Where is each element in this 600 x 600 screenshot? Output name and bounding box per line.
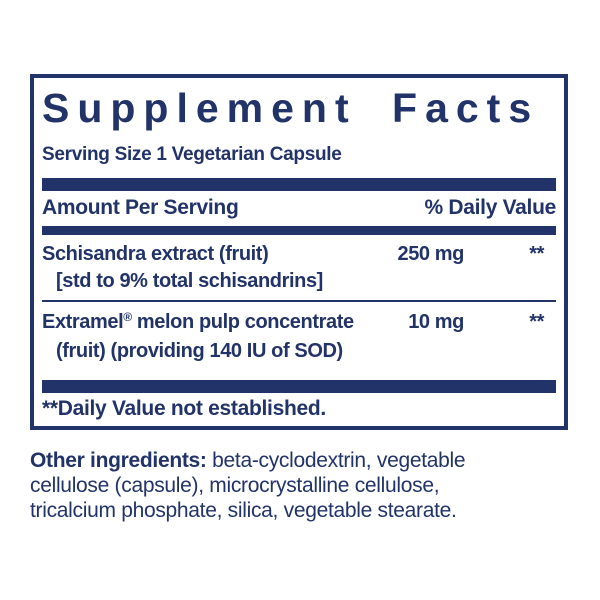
ingredient-daily-value: ** (529, 243, 544, 265)
thick-bar-bottom (42, 380, 556, 393)
other-ingredients-line-2: cellulose (capsule), microcrystalline ce… (30, 474, 440, 497)
ingredient-name: Schisandra extract (fruit) (42, 243, 269, 265)
ingredient-amount: 10 mg (408, 311, 464, 333)
column-header-row: Amount Per Serving % Daily Value (42, 196, 556, 220)
ingredient-row-main: Extramel® melon pulp concentrate 10 mg *… (42, 309, 556, 338)
other-ingredients-label: Other ingredients: (30, 449, 207, 472)
amount-per-serving-header: Amount Per Serving (42, 196, 239, 219)
ingredient-daily-value: ** (529, 311, 544, 333)
other-ingredients-line-3: tricalcium phosphate, silica, vegetable … (30, 499, 457, 522)
other-ingredients: Other ingredients: beta-cyclodextrin, ve… (30, 448, 582, 523)
other-ingredients-line-1: Other ingredients: beta-cyclodextrin, ve… (30, 448, 582, 473)
ingredient-row-main: Schisandra extract (fruit) 250 mg ** (42, 241, 556, 268)
registered-trademark-mark: ® (123, 310, 132, 324)
ingredient-row-schisandra: Schisandra extract (fruit) 250 mg ** [st… (42, 241, 556, 295)
ingredient-amount: 250 mg (397, 243, 464, 265)
ingredient-detail: (fruit) (providing 140 IU of SOD) (56, 340, 343, 362)
thick-bar-top (42, 178, 556, 191)
other-ingredients-text: beta-cyclodextrin, vegetable (206, 449, 466, 472)
daily-value-header: % Daily Value (424, 196, 556, 219)
panel-title: Supplement Facts (42, 85, 540, 131)
medium-bar (42, 226, 556, 235)
serving-size: Serving Size 1 Vegetarian Capsule (42, 144, 342, 165)
ingredient-row-extramel: Extramel® melon pulp concentrate 10 mg *… (42, 309, 556, 365)
daily-value-footnote: **Daily Value not established. (42, 397, 326, 420)
ingredient-name: Extramel® melon pulp concentrate (42, 310, 354, 333)
row-divider (42, 300, 556, 302)
ingredient-detail: [std to 9% total schisandrins] (56, 270, 323, 292)
supplement-facts-panel: Supplement Facts Serving Size 1 Vegetari… (30, 74, 568, 430)
